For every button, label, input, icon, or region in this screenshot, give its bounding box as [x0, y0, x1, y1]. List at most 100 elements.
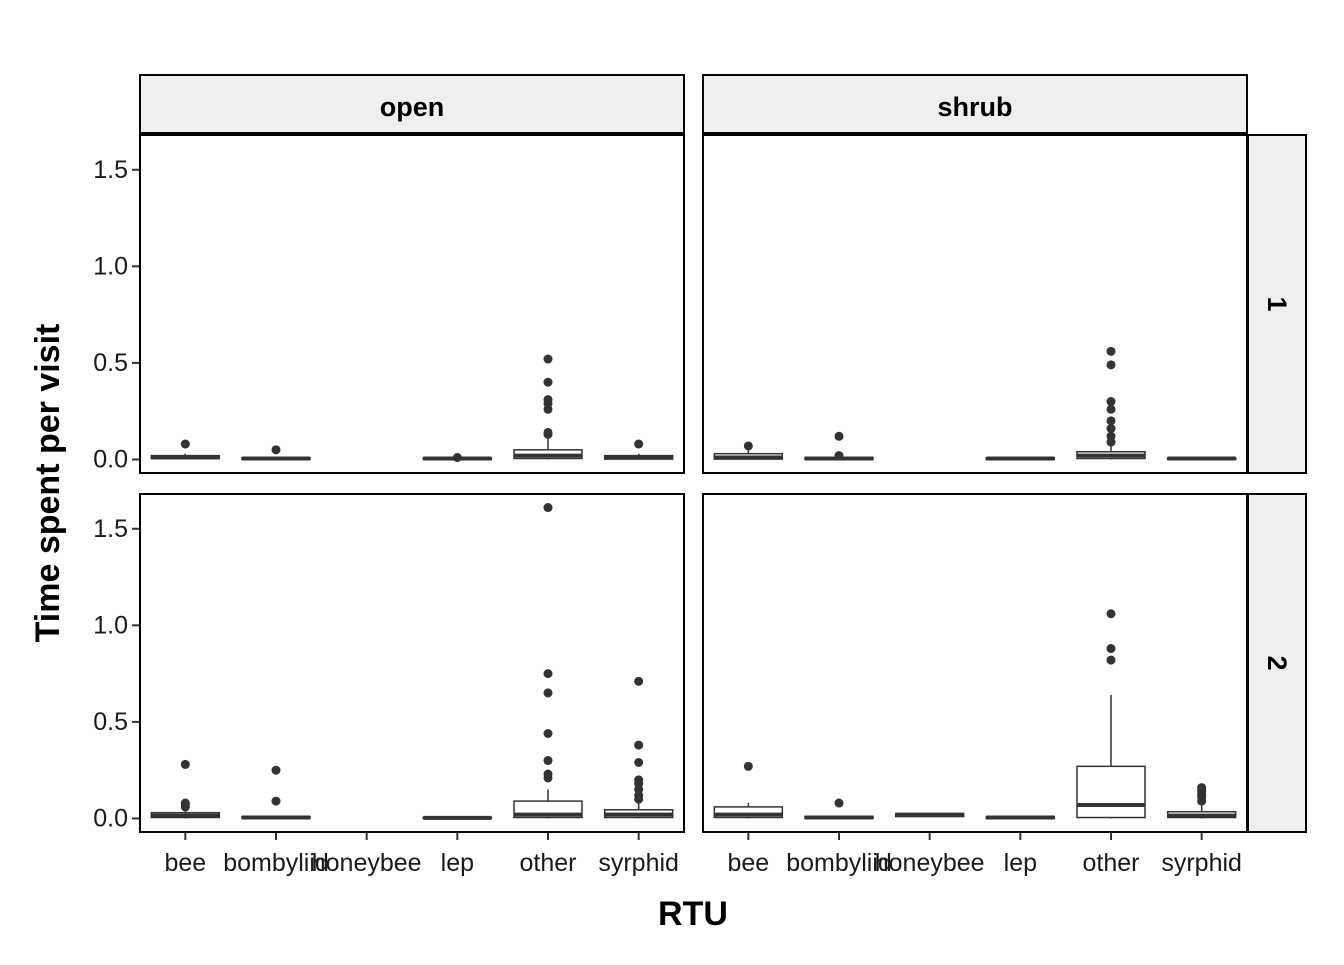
- box-bombyliid: [804, 431, 874, 461]
- outlier-point: [180, 798, 190, 808]
- x-axis-title: RTU: [658, 895, 728, 933]
- outlier-point: [1106, 424, 1116, 434]
- outlier-point: [634, 740, 644, 750]
- y-tick-label: 0.0: [93, 445, 128, 473]
- outlier-point: [543, 395, 553, 405]
- x-tick-label-bombyliid: bombyliid: [786, 849, 892, 877]
- box-other: [513, 354, 583, 460]
- y-tick-label: 0.5: [93, 708, 128, 736]
- outlier-point: [543, 756, 553, 766]
- x-tick-label-bombyliid: bombyliid: [223, 849, 329, 877]
- strip-label-shrub: shrub: [937, 92, 1012, 122]
- x-tick-label-lep: lep: [441, 849, 474, 877]
- y-axis-title: Time spent per visit: [29, 324, 67, 643]
- y-tick-label: 1.0: [93, 252, 128, 280]
- outlier-point: [743, 761, 753, 771]
- outlier-point: [271, 796, 281, 806]
- panel-border: [139, 493, 685, 833]
- outlier-point: [1106, 360, 1116, 370]
- box-other: [513, 503, 583, 819]
- box-syrphid: [603, 676, 674, 819]
- outlier-point: [743, 441, 753, 451]
- x-tick-label-lep: lep: [1004, 849, 1037, 877]
- y-tick-label: 1.5: [93, 156, 128, 184]
- box-lep: [422, 815, 493, 820]
- strip-label-row-1: 1: [1262, 296, 1292, 311]
- outlier-point: [543, 354, 553, 364]
- y-tick-label: 1.5: [93, 515, 128, 543]
- x-tick-label-syrphid: syrphid: [1161, 849, 1242, 877]
- box-other: [1076, 609, 1146, 819]
- box-syrphid: [1166, 783, 1237, 819]
- strip-col-open: [139, 74, 685, 134]
- box-bee: [150, 759, 221, 819]
- panel-open-1: 0.0 0.5 1.0 1.5: [93, 134, 685, 474]
- box-lep: [985, 815, 1056, 820]
- strip-row-2: [1247, 493, 1307, 833]
- box-syrphid: [1166, 456, 1237, 461]
- box-bee: [713, 761, 784, 819]
- outlier-point: [1106, 346, 1116, 356]
- outlier-point: [634, 757, 644, 767]
- panel-border: [702, 493, 1248, 833]
- outlier-point: [543, 377, 553, 387]
- y-tick-label: 0.0: [93, 804, 128, 832]
- outlier-point: [1106, 609, 1116, 619]
- outlier-point: [834, 798, 844, 808]
- panel-border: [139, 134, 685, 474]
- outlier-point: [834, 451, 844, 461]
- box-bee: [150, 439, 221, 460]
- x-tick-label-syrphid: syrphid: [598, 849, 679, 877]
- x-tick-label-honeybee: honeybee: [875, 849, 985, 877]
- outlier-point: [543, 728, 553, 738]
- outlier-point: [1106, 404, 1116, 414]
- box-bombyliid: [804, 798, 874, 820]
- x-tick-label-other: other: [1083, 849, 1140, 877]
- box-bee: [713, 441, 784, 460]
- y-tick-label: 0.5: [93, 349, 128, 377]
- strip-col-shrub: [702, 74, 1248, 134]
- strip-label-open: open: [380, 92, 445, 122]
- box-lep: [422, 453, 493, 463]
- box-lep: [985, 456, 1056, 461]
- box-bombyliid: [241, 765, 311, 820]
- outlier-point: [271, 445, 281, 455]
- box-iqr: [1076, 765, 1146, 819]
- box-syrphid: [603, 439, 674, 460]
- box-bombyliid: [241, 445, 311, 461]
- box-honeybee: [894, 812, 965, 818]
- x-tick-label-bee: bee: [164, 849, 206, 877]
- outlier-point: [1106, 397, 1116, 407]
- outlier-point: [543, 503, 553, 513]
- outlier-point: [180, 759, 190, 769]
- x-tick-label-bee: bee: [727, 849, 769, 877]
- panel-shrub-1: [702, 134, 1248, 474]
- outlier-point: [543, 769, 553, 779]
- box-iqr: [713, 806, 784, 819]
- y-tick-label: 1.0: [93, 611, 128, 639]
- outlier-point: [452, 453, 462, 463]
- outlier-point: [271, 765, 281, 775]
- x-tick-label-other: other: [520, 849, 577, 877]
- outlier-point: [543, 669, 553, 679]
- x-tick-label-honeybee: honeybee: [312, 849, 422, 877]
- outlier-point: [634, 676, 644, 686]
- strip-row-1: [1247, 134, 1307, 474]
- outlier-point: [1197, 783, 1207, 793]
- outlier-point: [543, 688, 553, 698]
- panel-border: [702, 134, 1248, 474]
- box-other: [1076, 346, 1146, 460]
- outlier-point: [834, 431, 844, 441]
- outlier-point: [1106, 655, 1116, 665]
- outlier-point: [543, 427, 553, 437]
- outlier-point: [634, 775, 644, 785]
- strip-label-row-2: 2: [1262, 655, 1292, 670]
- outlier-point: [1106, 431, 1116, 441]
- outlier-point: [1106, 416, 1116, 426]
- outlier-point: [1106, 644, 1116, 654]
- outlier-point: [180, 439, 190, 449]
